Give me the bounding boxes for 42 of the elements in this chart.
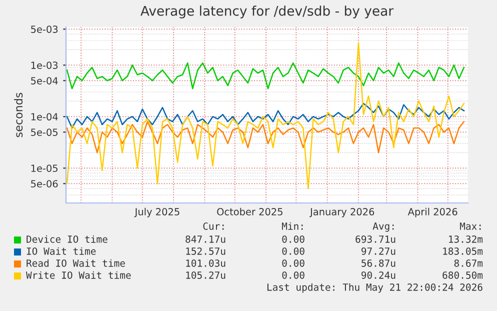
x-tick-label: January 2026 [310, 208, 374, 218]
y-tick-label: 5e-03 [31, 26, 58, 33]
x-tick-label: April 2026 [408, 208, 458, 218]
legend-label: IO Wait time [26, 247, 96, 255]
text: 183.05m [443, 247, 483, 255]
y-tick-label: 5e-05 [31, 128, 58, 136]
text: Last update: Thu May 21 22:00:24 2026 [267, 283, 482, 293]
text: 680.50m [442, 271, 483, 279]
text: 56.87u [362, 259, 396, 267]
text: Avg: [372, 222, 394, 232]
text: 97.27u [361, 247, 396, 255]
y-tick-label: 5e-04 [31, 77, 58, 84]
text: 105.27u [186, 271, 226, 279]
y-axis-title: seconds [14, 92, 23, 138]
legend-label: Read IO Wait time [26, 259, 125, 267]
line-series [66, 120, 465, 154]
line-series [66, 42, 465, 190]
text: 13.32m [449, 235, 483, 243]
text: Cur: [203, 222, 224, 230]
y-tick-label: 1e-04 [31, 113, 58, 120]
text: 0.00 [282, 247, 304, 255]
legend-label: Device IO time [26, 235, 108, 243]
text: Min: [282, 222, 303, 230]
text: 0.00 [282, 259, 304, 267]
x-tick-label: October 2025 [217, 208, 282, 216]
text: 0.00 [282, 271, 304, 279]
text: 0.00 [282, 235, 304, 243]
text: 152.57u [186, 247, 226, 255]
x-tick-label: July 2025 [134, 208, 180, 218]
text: Max: [460, 222, 481, 230]
text: 847.17u [186, 235, 226, 243]
y-tick-label: 1e-03 [31, 62, 58, 69]
legend-label: Write IO Wait time [26, 271, 131, 279]
y-tick-label: 5e-06 [31, 180, 58, 188]
text: 693.71u [356, 235, 396, 243]
text: 90.24u [361, 271, 396, 279]
text: 8.67m [454, 259, 483, 267]
line-series [66, 62, 465, 90]
text: 101.03u [186, 259, 226, 267]
chart-title: Average latency for /dev/sdb - by year [140, 6, 394, 18]
y-tick-label: 1e-05 [31, 164, 58, 172]
line-series [66, 102, 465, 129]
